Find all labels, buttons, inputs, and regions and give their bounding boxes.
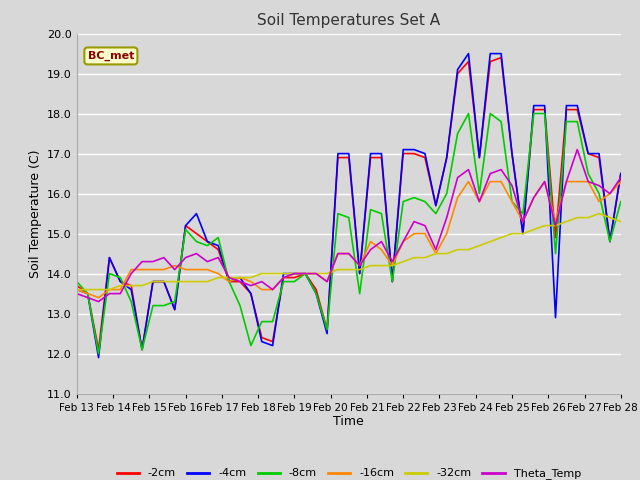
Title: Soil Temperatures Set A: Soil Temperatures Set A [257,13,440,28]
Y-axis label: Soil Temperature (C): Soil Temperature (C) [29,149,42,278]
-16cm [443,231,451,237]
-8cm [443,191,451,196]
-32cm [247,275,255,280]
-32cm [465,247,472,252]
-2cm [204,239,211,244]
-16cm [465,179,472,184]
-8cm [486,111,494,117]
-8cm [606,239,614,244]
-4cm [95,355,102,360]
Theta_Temp [95,299,102,304]
-16cm [204,267,211,273]
-2cm [443,155,451,160]
-8cm [204,243,211,249]
-4cm [204,239,211,244]
-8cm [617,199,625,204]
-4cm [443,155,451,160]
X-axis label: Time: Time [333,415,364,429]
-16cm [95,295,102,300]
-4cm [486,51,494,57]
-2cm [258,335,266,340]
-4cm [73,287,81,292]
-32cm [193,279,200,285]
-32cm [432,251,440,256]
-2cm [497,55,505,60]
Text: BC_met: BC_met [88,51,134,61]
-8cm [95,351,102,357]
-8cm [73,279,81,285]
Line: -8cm: -8cm [77,114,621,354]
-8cm [258,319,266,324]
Theta_Temp [258,279,266,285]
-16cm [617,179,625,184]
Theta_Temp [443,215,451,220]
Theta_Temp [606,191,614,196]
-16cm [73,287,81,292]
-4cm [606,239,614,244]
-4cm [258,339,266,345]
Line: -4cm: -4cm [77,54,621,358]
-16cm [258,287,266,292]
-2cm [247,291,255,297]
-16cm [606,191,614,196]
-32cm [617,219,625,225]
-2cm [476,155,483,160]
-2cm [73,283,81,288]
-16cm [486,179,494,184]
Theta_Temp [573,147,581,153]
-8cm [247,343,255,348]
-8cm [465,111,472,117]
Theta_Temp [476,199,483,204]
-2cm [95,347,102,352]
Theta_Temp [73,291,81,297]
Theta_Temp [247,283,255,288]
Line: -16cm: -16cm [77,181,621,298]
Legend: -2cm, -4cm, -8cm, -16cm, -32cm, Theta_Temp: -2cm, -4cm, -8cm, -16cm, -32cm, Theta_Te… [113,464,585,480]
-32cm [595,211,603,216]
-32cm [236,275,244,280]
-4cm [617,171,625,177]
Line: -32cm: -32cm [77,214,621,289]
-2cm [606,239,614,244]
-32cm [73,287,81,292]
Theta_Temp [204,259,211,264]
-4cm [247,291,255,297]
-4cm [465,51,472,57]
Line: -2cm: -2cm [77,58,621,349]
-32cm [606,215,614,220]
Line: Theta_Temp: Theta_Temp [77,150,621,301]
-16cm [247,279,255,285]
Theta_Temp [617,175,625,180]
-2cm [617,171,625,177]
